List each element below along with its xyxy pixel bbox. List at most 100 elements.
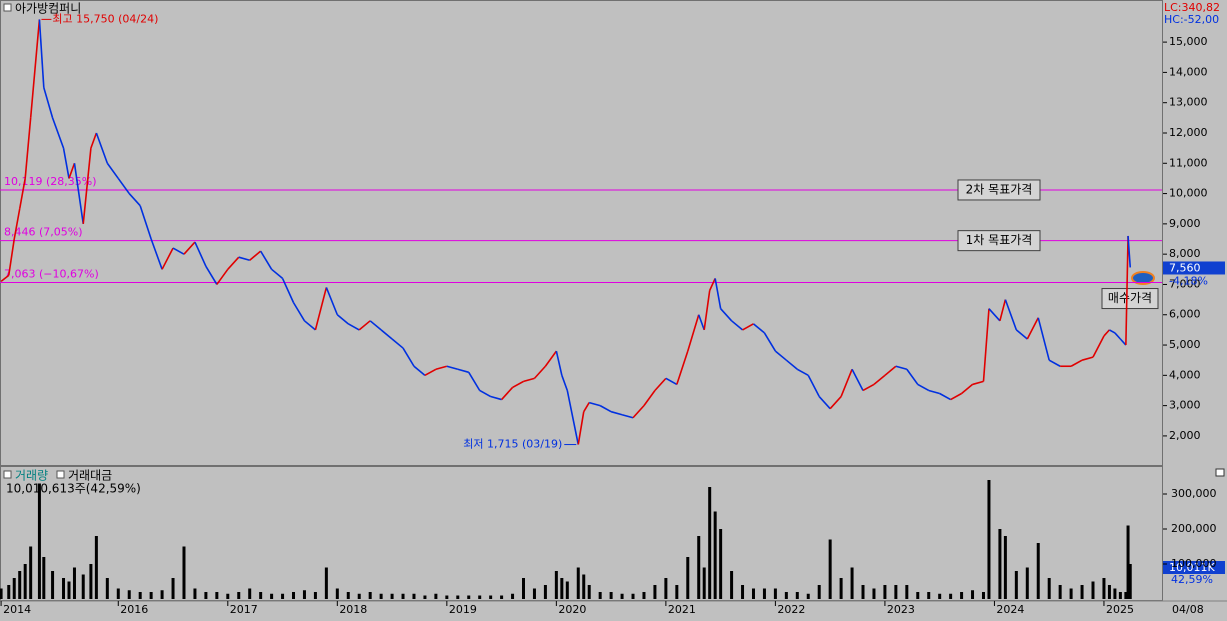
y-tick-label: 13,000 [1169,96,1208,109]
volume-bar [981,592,985,599]
price-segment [238,256,250,261]
price-segment [785,359,798,370]
price-segment [172,247,185,255]
hc-label: HC:-52,00 [1164,13,1219,26]
price-segment [24,117,32,179]
volume-ratio: 42,59% [1171,573,1213,586]
volume-bar [1124,592,1128,599]
x-tick-label: 2022 [777,603,805,616]
price-segment [161,247,174,270]
price-segment [128,193,141,207]
volume-bar [1128,564,1132,599]
price-segment [402,347,415,367]
price-segment [829,396,842,410]
price-segment [106,162,119,179]
volume-bar [0,588,3,599]
price-segment [18,178,26,209]
lc-label: LC:340,82 [1164,1,1220,14]
volume-bar [72,567,76,599]
close-icon[interactable] [1215,468,1225,477]
volume-bar [226,593,230,599]
volume-bar [839,578,843,599]
price-segment [183,241,196,255]
volume-bar [500,595,504,599]
y-tick-label: 8,000 [1169,247,1201,260]
volume-bar [467,595,471,599]
volume-bar [1113,588,1117,599]
price-segment [589,401,601,407]
volume-bar [609,592,613,599]
price-segment [1037,317,1050,361]
volume-bar [554,571,558,599]
price-segment [939,392,952,401]
volume-bar [719,529,723,599]
volume-bar [532,588,536,599]
price-segment [703,290,711,331]
volume-last-label: 10,011K [1169,561,1215,574]
volume-bar [883,585,887,599]
y-tick-label: 12,000 [1169,126,1208,139]
bullet [3,470,12,479]
low-annotation: 최저 1,715 (03/19) [463,438,562,451]
volume-bar [401,593,405,599]
volume-bar [587,585,591,599]
x-tick-label: 2021 [668,603,696,616]
price-segment [917,383,930,392]
x-tick-label: 2014 [3,603,31,616]
bullet [56,470,65,479]
volume-bar [998,529,1002,599]
volume-bar [335,588,339,599]
volume-bar [971,590,975,599]
target-line-label: 7,063 (−10,67%) [4,268,99,281]
price-segment [599,404,612,413]
volume-bar [248,588,252,599]
volume-bar [1107,585,1111,599]
price-segment [544,350,558,367]
target-box [957,179,1041,201]
price-segment [446,365,459,371]
price-segment [314,287,328,331]
price-segment [325,287,339,316]
y-tick-label: 2,000 [1169,429,1201,442]
price-segment [501,386,514,401]
price-segment [303,320,316,331]
price-segment [391,338,404,349]
y-tick-label: 7,000 [1169,277,1201,290]
price-segment [523,377,535,383]
price-segment [1127,235,1132,268]
price-segment [988,308,1001,322]
price-segment [555,350,563,376]
y-tick-label: 11,000 [1169,156,1208,169]
price-segment [643,390,656,407]
volume-y-tick-label: 300,000 [1171,487,1217,500]
x-tick-label: 2024 [996,603,1024,616]
price-segment [194,241,207,267]
x-tick-label: 2019 [449,603,477,616]
volume-bar [960,592,964,599]
price-segment [424,368,437,377]
volume-bar [1118,592,1122,599]
price-segment [347,323,360,331]
price-segment [62,147,70,179]
volume-bar [324,567,328,599]
last-date: 04/08 [1172,603,1204,616]
price-segment [7,238,16,276]
price-segment [884,365,897,376]
price-segment [512,380,524,389]
volume-bar [193,588,197,599]
price-segment [895,365,908,371]
price-segment [73,163,85,224]
price-segment [961,383,974,395]
price-segment [873,374,886,386]
price-segment [818,396,831,410]
bullet [3,3,12,12]
volume-bar [730,571,734,599]
price-segment [38,19,45,88]
price-segment [435,365,448,371]
volume-bar [987,480,991,599]
volume-bar [23,564,27,599]
y-tick-label: 4,000 [1169,368,1201,381]
price-segment [468,371,481,391]
volume-bar [511,593,515,599]
